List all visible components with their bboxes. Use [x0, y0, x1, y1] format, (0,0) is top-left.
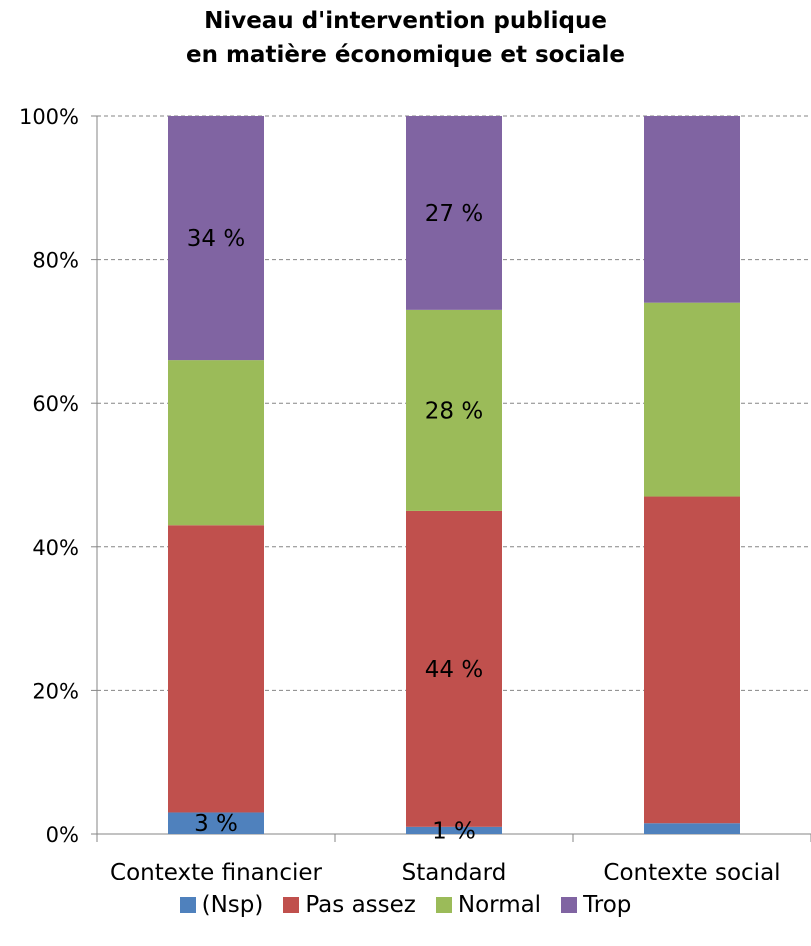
- y-tick-label: 80%: [32, 249, 79, 273]
- data-label: 1 %: [432, 818, 476, 844]
- y-tick-label: 40%: [32, 536, 79, 560]
- chart-title: Niveau d'intervention publique en matièr…: [0, 4, 811, 72]
- bar-segment: [168, 360, 264, 526]
- legend-label: Normal: [457, 892, 542, 918]
- legend-label: (Nsp): [201, 892, 264, 918]
- bar-segment: [644, 302, 740, 497]
- x-tick-label: Standard: [402, 860, 507, 880]
- bar-segment: [644, 496, 740, 824]
- legend-swatch: [179, 897, 196, 913]
- chart-title-line-1: Niveau d'intervention publique: [204, 8, 607, 34]
- bar-segment: [168, 812, 264, 834]
- chart-plot: 0% 20% 40% 60% 80% 100% Contexte financier Stan…: [19, 105, 811, 880]
- y-tick-label: 100%: [19, 105, 79, 129]
- legend-swatch: [435, 897, 452, 913]
- legend-item: Pas assez: [283, 892, 416, 918]
- bar-segment: [168, 116, 264, 361]
- bar-segment: [406, 826, 502, 834]
- data-label: 27 %: [425, 201, 483, 227]
- x-tick-label: Contexte social: [603, 860, 780, 880]
- legend-item: (Nsp): [179, 892, 264, 918]
- legend-label: Pas assez: [305, 892, 416, 918]
- legend: (Nsp) Pas assez Normal Trop: [0, 892, 811, 918]
- bar-segment: [406, 309, 502, 511]
- legend-item: Trop: [561, 892, 631, 918]
- bar-segment: [644, 823, 740, 834]
- legend-label: Trop: [583, 892, 632, 918]
- data-label: 44 %: [425, 657, 483, 683]
- y-tick-label: 20%: [32, 679, 79, 703]
- legend-swatch: [561, 897, 578, 913]
- bar-segment: [406, 116, 502, 310]
- legend-swatch: [283, 897, 300, 913]
- bar-segment: [406, 510, 502, 827]
- legend-item: Normal: [435, 892, 542, 918]
- data-label: 34 %: [187, 226, 245, 252]
- y-tick-label: 60%: [32, 392, 79, 416]
- chart-title-line-2: en matière économique et sociale: [185, 42, 625, 68]
- data-label: 28 %: [425, 398, 483, 424]
- x-tick-label: Contexte financier: [110, 860, 322, 880]
- bar-segment: [168, 525, 264, 813]
- y-tick-label: 0%: [46, 823, 79, 847]
- data-label: 3 %: [194, 811, 238, 837]
- bar-segment: [644, 116, 740, 303]
